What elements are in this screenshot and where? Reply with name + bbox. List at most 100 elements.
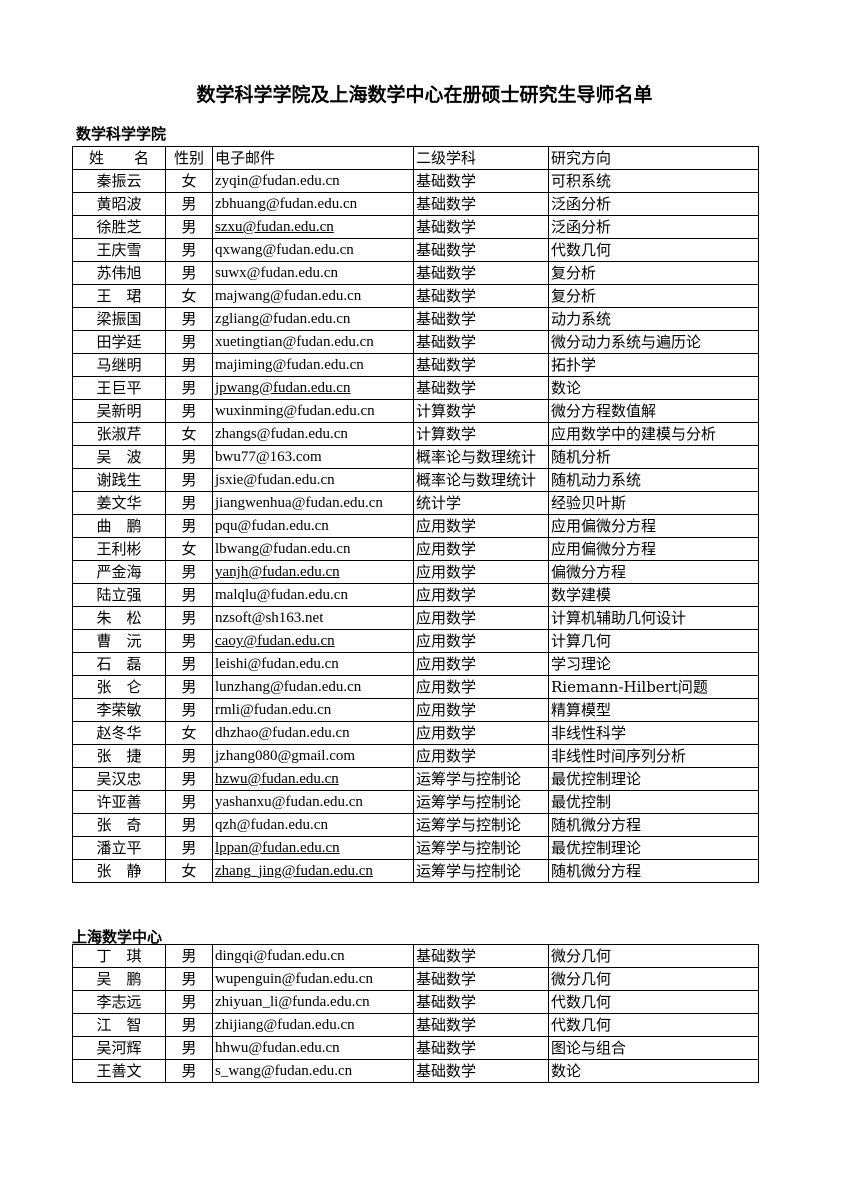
cell-email: zhang_jing@fudan.edu.cn bbox=[212, 859, 414, 883]
email-link: bwu77@163.com bbox=[215, 449, 322, 465]
cell-gender: 男 bbox=[165, 1013, 213, 1037]
cell-name: 王利彬 bbox=[72, 537, 166, 561]
cell-direction: 可积系统 bbox=[548, 169, 759, 193]
table-row: 吴新明男 wuxinming@fudan.edu.cn 计算数学 微分方程数值解 bbox=[72, 399, 759, 423]
cell-discipline: 基础数学 bbox=[413, 169, 549, 193]
advisor-table-center: 丁 琪男 dingqi@fudan.edu.cn 基础数学 微分几何吴 鹏男 wupen… bbox=[72, 944, 759, 1083]
email-link[interactable]: hzwu@fudan.edu.cn bbox=[215, 771, 339, 787]
table-row: 王善文男 s_wang@fudan.edu.cn 基础数学 数论 bbox=[72, 1059, 759, 1083]
cell-gender: 男 bbox=[165, 261, 213, 285]
cell-discipline: 应用数学 bbox=[413, 560, 549, 584]
header-discipline: 二级学科 bbox=[413, 146, 549, 170]
email-link: lbwang@fudan.edu.cn bbox=[215, 541, 351, 557]
table-row: 赵冬华女 dhzhao@fudan.edu.cn 应用数学 非线性科学 bbox=[72, 721, 759, 745]
cell-gender: 男 bbox=[165, 192, 213, 216]
advisor-table-school: 姓 名性别 电子邮件 二级学科 研究方向 秦振云女 zyqin@fudan.edu.cn 基… bbox=[72, 146, 759, 883]
email-link[interactable]: caoy@fudan.edu.cn bbox=[215, 633, 335, 649]
table-row: 张 捷男 jzhang080@gmail.com 应用数学 非线性时间序列分析 bbox=[72, 744, 759, 768]
cell-gender: 男 bbox=[165, 698, 213, 722]
cell-name: 梁振国 bbox=[72, 307, 166, 331]
cell-discipline: 基础数学 bbox=[413, 967, 549, 991]
cell-name: 吴汉忠 bbox=[72, 767, 166, 791]
cell-gender: 男 bbox=[165, 836, 213, 860]
table-row: 张淑芹女 zhangs@fudan.edu.cn 计算数学 应用数学中的建模与分析 bbox=[72, 422, 759, 446]
cell-discipline: 应用数学 bbox=[413, 514, 549, 538]
cell-direction: 微分方程数值解 bbox=[548, 399, 759, 423]
cell-email: zgliang@fudan.edu.cn bbox=[212, 307, 414, 331]
cell-gender: 男 bbox=[165, 468, 213, 492]
cell-email: zhijiang@fudan.edu.cn bbox=[212, 1013, 414, 1037]
cell-gender: 男 bbox=[165, 1036, 213, 1060]
cell-name: 黄昭波 bbox=[72, 192, 166, 216]
cell-gender: 男 bbox=[165, 399, 213, 423]
cell-name: 王 珺 bbox=[72, 284, 166, 308]
cell-email: hhwu@fudan.edu.cn bbox=[212, 1036, 414, 1060]
cell-direction: 最优控制理论 bbox=[548, 836, 759, 860]
cell-name: 苏伟旭 bbox=[72, 261, 166, 285]
table-row: 吴 鹏男 wupenguin@fudan.edu.cn 基础数学 微分几何 bbox=[72, 967, 759, 991]
table-header-row: 姓 名性别 电子邮件 二级学科 研究方向 bbox=[72, 146, 759, 170]
cell-direction: Riemann-Hilbert问题 bbox=[548, 675, 759, 699]
email-link[interactable]: szxu@fudan.edu.cn bbox=[215, 219, 334, 235]
email-link[interactable]: zhang_jing@fudan.edu.cn bbox=[215, 863, 373, 879]
cell-email: dhzhao@fudan.edu.cn bbox=[212, 721, 414, 745]
cell-gender: 女 bbox=[165, 537, 213, 561]
cell-direction: 精算模型 bbox=[548, 698, 759, 722]
cell-email: zhangs@fudan.edu.cn bbox=[212, 422, 414, 446]
cell-email: yashanxu@fudan.edu.cn bbox=[212, 790, 414, 814]
cell-discipline: 基础数学 bbox=[413, 238, 549, 262]
cell-discipline: 基础数学 bbox=[413, 1036, 549, 1060]
email-link: pqu@fudan.edu.cn bbox=[215, 518, 329, 534]
cell-direction: 最优控制 bbox=[548, 790, 759, 814]
cell-discipline: 应用数学 bbox=[413, 652, 549, 676]
email-link[interactable]: jpwang@fudan.edu.cn bbox=[215, 380, 351, 396]
cell-email: qxwang@fudan.edu.cn bbox=[212, 238, 414, 262]
table-row: 曹 沅男 caoy@fudan.edu.cn 应用数学 计算几何 bbox=[72, 629, 759, 653]
cell-email: majiming@fudan.edu.cn bbox=[212, 353, 414, 377]
cell-direction: 代数几何 bbox=[548, 238, 759, 262]
cell-gender: 男 bbox=[165, 330, 213, 354]
cell-direction: 代数几何 bbox=[548, 990, 759, 1014]
email-link: hhwu@fudan.edu.cn bbox=[215, 1040, 340, 1056]
cell-discipline: 统计学 bbox=[413, 491, 549, 515]
cell-direction: 最优控制理论 bbox=[548, 767, 759, 791]
cell-gender: 女 bbox=[165, 284, 213, 308]
cell-discipline: 应用数学 bbox=[413, 675, 549, 699]
cell-name: 张 捷 bbox=[72, 744, 166, 768]
table-row: 苏伟旭男 suwx@fudan.edu.cn 基础数学 复分析 bbox=[72, 261, 759, 285]
email-link[interactable]: lppan@fudan.edu.cn bbox=[215, 840, 340, 856]
table-row: 谢践生男 jsxie@fudan.edu.cn 概率论与数理统计 随机动力系统 bbox=[72, 468, 759, 492]
cell-name: 许亚善 bbox=[72, 790, 166, 814]
email-link: wupenguin@fudan.edu.cn bbox=[215, 971, 373, 987]
cell-name: 王巨平 bbox=[72, 376, 166, 400]
cell-email: dingqi@fudan.edu.cn bbox=[212, 944, 414, 968]
cell-name: 张淑芹 bbox=[72, 422, 166, 446]
cell-email: qzh@fudan.edu.cn bbox=[212, 813, 414, 837]
email-link: zyqin@fudan.edu.cn bbox=[215, 173, 340, 189]
email-link: qzh@fudan.edu.cn bbox=[215, 817, 328, 833]
cell-direction: 复分析 bbox=[548, 261, 759, 285]
cell-gender: 男 bbox=[165, 990, 213, 1014]
cell-email: szxu@fudan.edu.cn bbox=[212, 215, 414, 239]
cell-discipline: 基础数学 bbox=[413, 944, 549, 968]
table-row: 严金海男 yanjh@fudan.edu.cn 应用数学 偏微分方程 bbox=[72, 560, 759, 584]
cell-name: 秦振云 bbox=[72, 169, 166, 193]
cell-gender: 男 bbox=[165, 583, 213, 607]
table-row: 江 智男 zhijiang@fudan.edu.cn 基础数学 代数几何 bbox=[72, 1013, 759, 1037]
cell-discipline: 概率论与数理统计 bbox=[413, 468, 549, 492]
cell-direction: 应用偏微分方程 bbox=[548, 537, 759, 561]
cell-discipline: 基础数学 bbox=[413, 1013, 549, 1037]
cell-email: yanjh@fudan.edu.cn bbox=[212, 560, 414, 584]
table-row: 朱 松男 nzsoft@sh163.net 应用数学 计算机辅助几何设计 bbox=[72, 606, 759, 630]
cell-email: wuxinming@fudan.edu.cn bbox=[212, 399, 414, 423]
cell-email: hzwu@fudan.edu.cn bbox=[212, 767, 414, 791]
table-row: 丁 琪男 dingqi@fudan.edu.cn 基础数学 微分几何 bbox=[72, 944, 759, 968]
cell-gender: 女 bbox=[165, 422, 213, 446]
cell-discipline: 基础数学 bbox=[413, 990, 549, 1014]
table-row: 黄昭波男 zbhuang@fudan.edu.cn 基础数学 泛函分析 bbox=[72, 192, 759, 216]
table-row: 曲 鹏男 pqu@fudan.edu.cn 应用数学 应用偏微分方程 bbox=[72, 514, 759, 538]
cell-gender: 男 bbox=[165, 514, 213, 538]
email-link[interactable]: yanjh@fudan.edu.cn bbox=[215, 564, 340, 580]
cell-email: jiangwenhua@fudan.edu.cn bbox=[212, 491, 414, 515]
cell-gender: 男 bbox=[165, 629, 213, 653]
